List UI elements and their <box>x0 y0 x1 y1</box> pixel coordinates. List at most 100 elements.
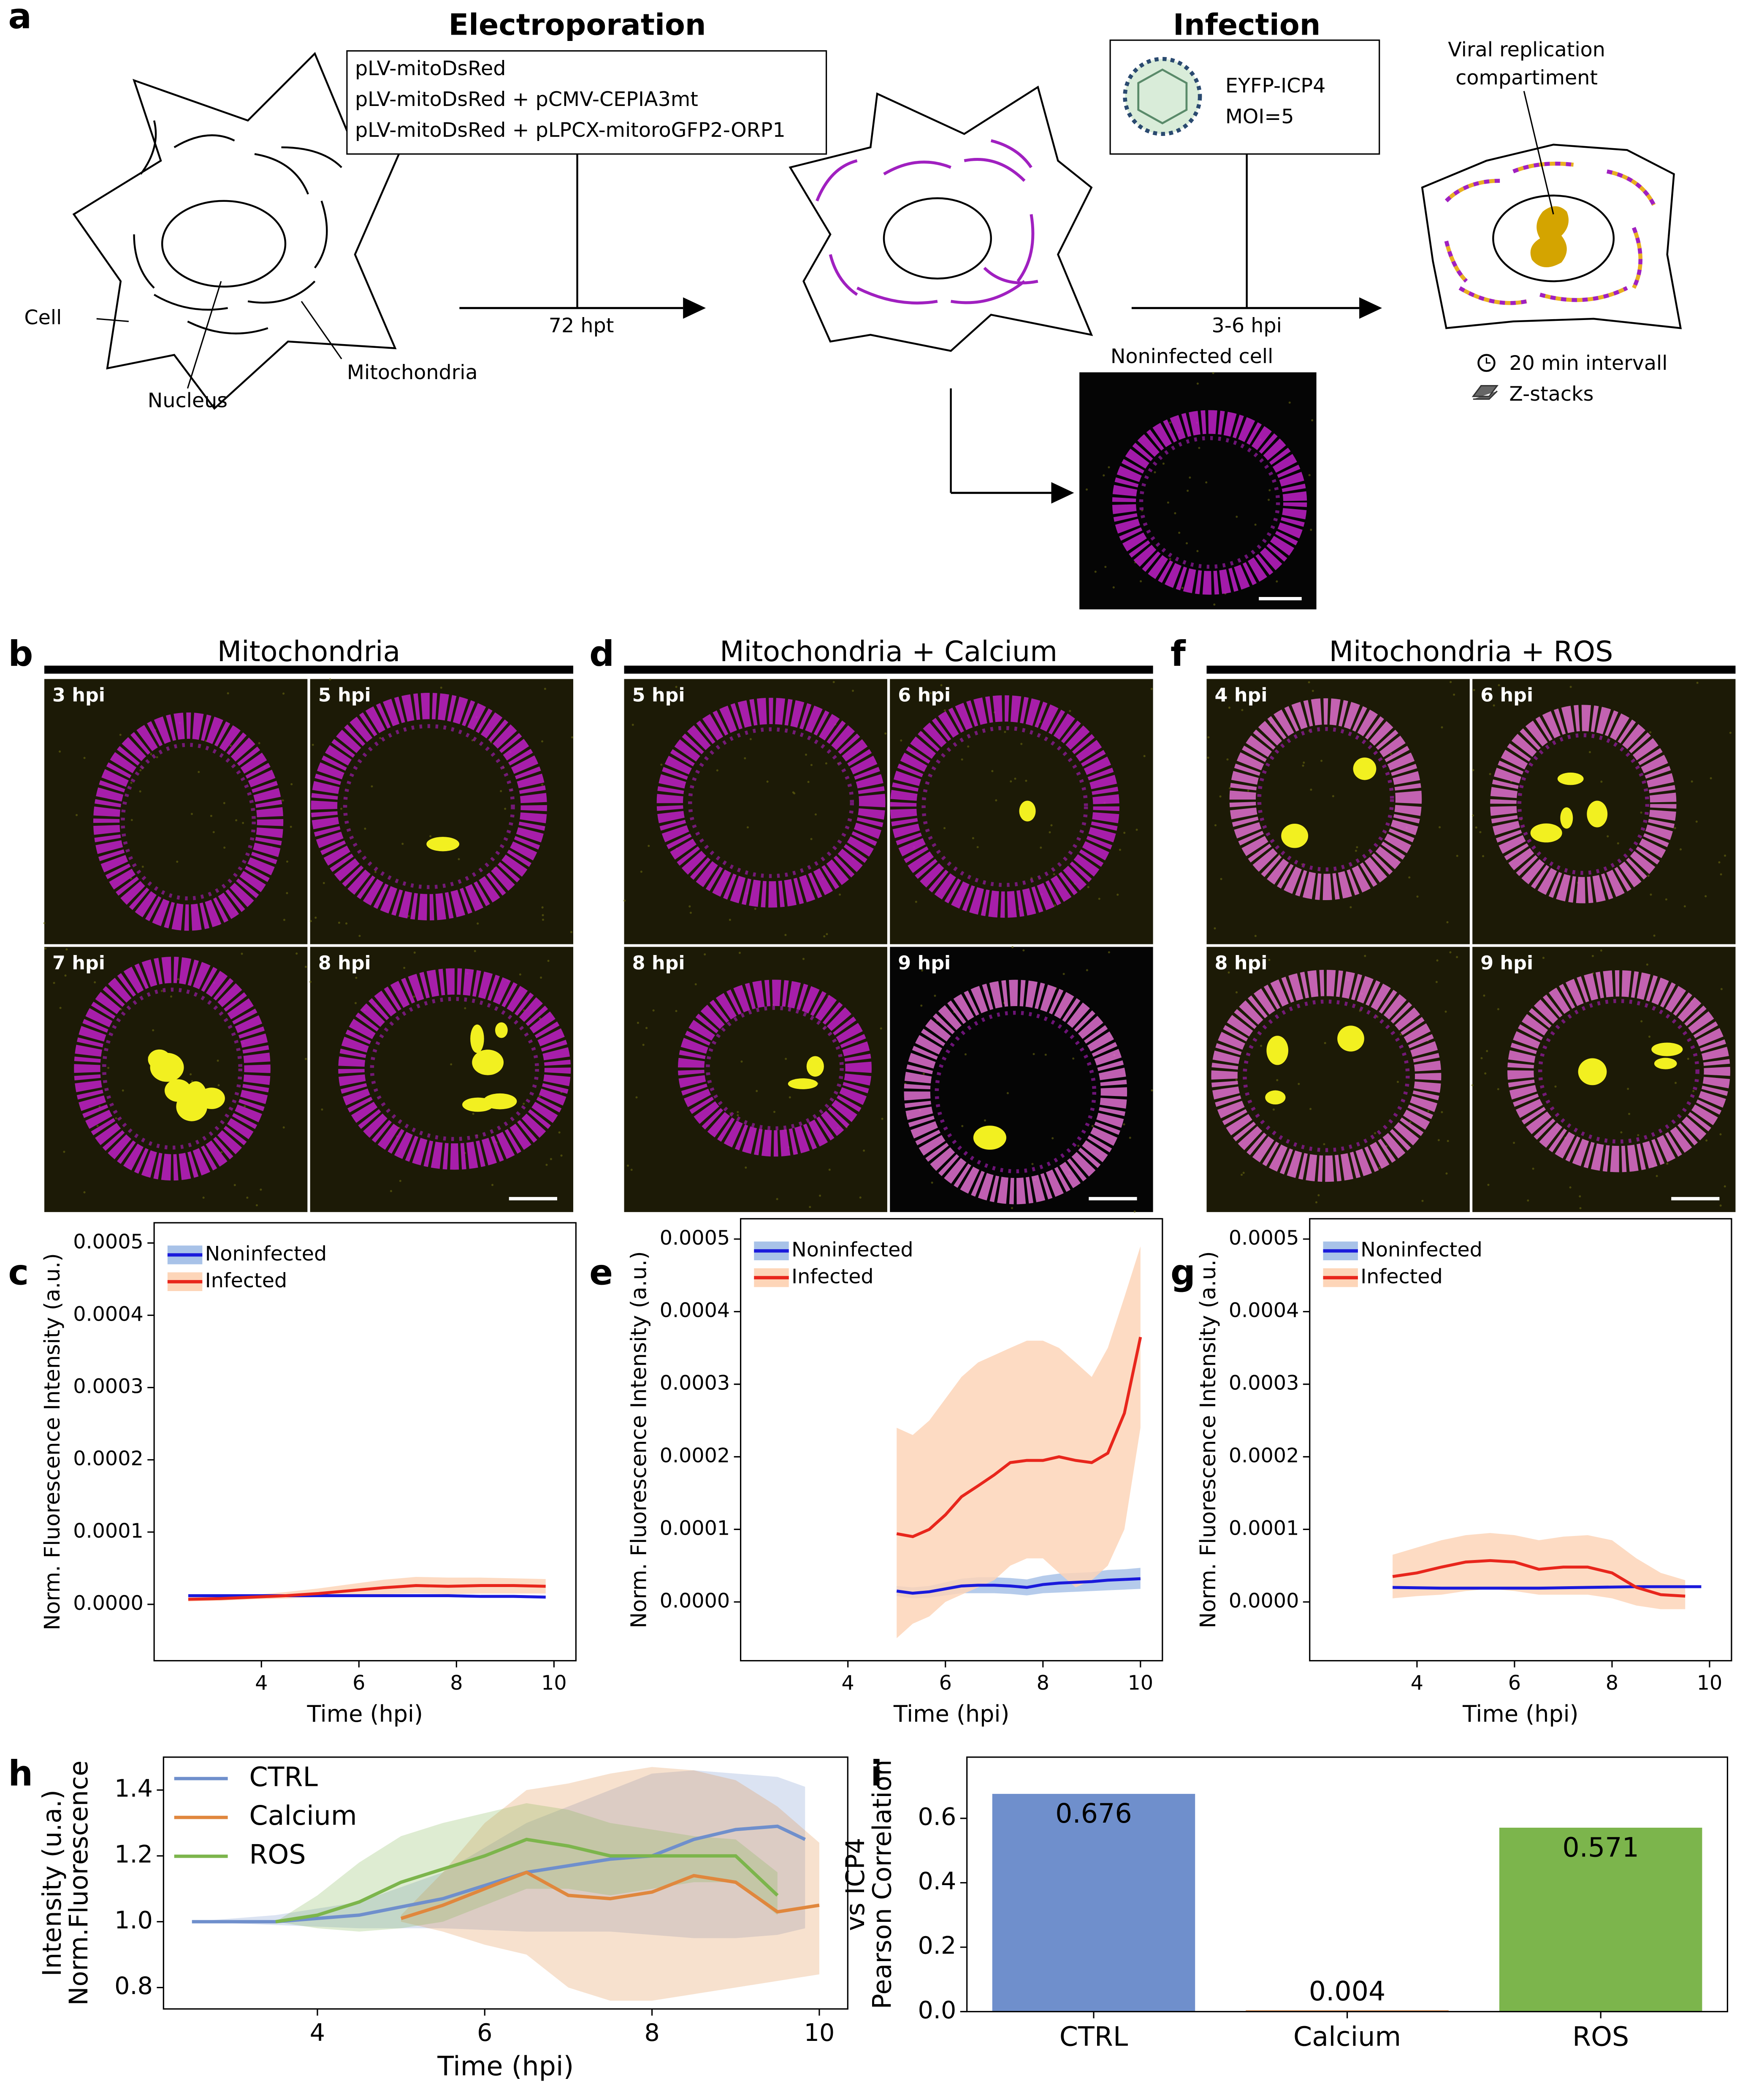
noise <box>119 734 122 736</box>
noise <box>314 917 317 919</box>
y-tick-label: 0.0005 <box>73 1230 143 1253</box>
noise <box>130 781 133 784</box>
noise <box>354 1002 357 1004</box>
axes-frame <box>153 1222 577 1662</box>
noise <box>1320 760 1323 762</box>
mito-signal <box>1490 705 1677 903</box>
noise <box>83 757 86 759</box>
noise <box>504 808 507 810</box>
y-tick-label: 0.0003 <box>660 1372 730 1395</box>
noise <box>1185 542 1188 545</box>
y-tick-label: 0.6 <box>918 1803 956 1831</box>
noise <box>1710 777 1712 779</box>
icp4-signal <box>1353 757 1377 780</box>
noise <box>1108 466 1110 469</box>
noise <box>1665 898 1667 901</box>
time-label: 6 hpi <box>1480 685 1533 706</box>
panel-letter: c <box>8 1252 29 1293</box>
x-axis-label: Time (hpi) <box>437 2050 574 2081</box>
noise <box>139 790 141 793</box>
noise <box>1214 824 1217 827</box>
noise <box>642 1044 645 1046</box>
noise <box>364 828 366 830</box>
x-tick-label: Calcium <box>1293 2021 1401 2052</box>
noise <box>1112 586 1115 589</box>
series-line <box>275 1837 779 1924</box>
icp4-signal <box>1019 800 1036 822</box>
noise <box>229 744 232 747</box>
noise <box>1062 973 1065 975</box>
noise <box>984 1119 986 1122</box>
noise <box>1607 835 1609 838</box>
noise <box>637 689 640 692</box>
noise <box>1272 1108 1275 1111</box>
noise <box>814 813 817 816</box>
noise <box>1212 372 1214 374</box>
noise <box>675 686 677 688</box>
noise <box>884 732 887 735</box>
plot-area <box>1392 1533 1702 1609</box>
legend-label: Infected <box>205 1269 287 1292</box>
mito-signal <box>311 693 547 920</box>
noise <box>1628 1112 1631 1115</box>
noise <box>1032 1053 1035 1055</box>
noise <box>1579 1195 1581 1198</box>
axes-frame <box>1309 1218 1732 1662</box>
noise <box>1077 1145 1080 1147</box>
error-band <box>275 1803 778 1932</box>
mito-signal <box>102 988 243 1150</box>
noise <box>1332 795 1334 798</box>
noise <box>1484 1072 1487 1075</box>
plasmid: pLV-mitoDsRed <box>355 57 506 80</box>
noise <box>282 1126 285 1129</box>
noise <box>1260 1045 1263 1047</box>
noise <box>1355 849 1357 852</box>
noise <box>991 770 994 772</box>
noise <box>740 1060 743 1063</box>
icp4-signal <box>1560 807 1573 829</box>
clock-hand <box>1485 357 1490 364</box>
noise <box>570 931 573 933</box>
noise <box>961 758 963 761</box>
noise <box>1435 981 1438 983</box>
noise <box>371 785 373 788</box>
heading: Infection <box>1173 8 1321 42</box>
noise <box>130 819 133 821</box>
y-tick-label: 0.2 <box>918 1932 956 1960</box>
noise <box>1169 558 1171 560</box>
noise <box>413 951 416 954</box>
noise <box>44 947 47 950</box>
bar-value-label: 0.004 <box>1309 1975 1386 2007</box>
noise <box>746 826 749 829</box>
noise <box>1436 959 1439 962</box>
noise <box>235 819 238 822</box>
mito-signal <box>1112 410 1307 595</box>
icp4-signal <box>470 1024 484 1053</box>
noise <box>63 1150 65 1153</box>
noise <box>321 1108 323 1111</box>
mito-signal <box>706 1006 844 1131</box>
noise <box>1228 971 1230 974</box>
error-band <box>897 1246 1141 1639</box>
noise <box>1167 501 1169 504</box>
time-label: 5 hpi <box>318 685 371 706</box>
noise <box>177 978 179 981</box>
mito-signal <box>890 695 1119 918</box>
noise <box>1696 681 1699 684</box>
noise <box>810 764 813 766</box>
noise <box>500 790 502 792</box>
noise <box>96 1125 99 1127</box>
noise <box>1527 1199 1529 1202</box>
time-label: 9 hpi <box>898 952 951 974</box>
noise <box>1229 787 1231 790</box>
interval-label: 20 min intervall <box>1509 352 1667 375</box>
noise <box>523 1102 525 1105</box>
noise <box>1591 955 1594 957</box>
noise <box>355 977 358 979</box>
noise <box>286 860 288 863</box>
noise <box>1288 402 1291 404</box>
noise <box>1011 1207 1013 1209</box>
noise <box>550 1158 552 1160</box>
icp4-signal <box>1266 1036 1289 1065</box>
noise <box>637 1022 639 1024</box>
